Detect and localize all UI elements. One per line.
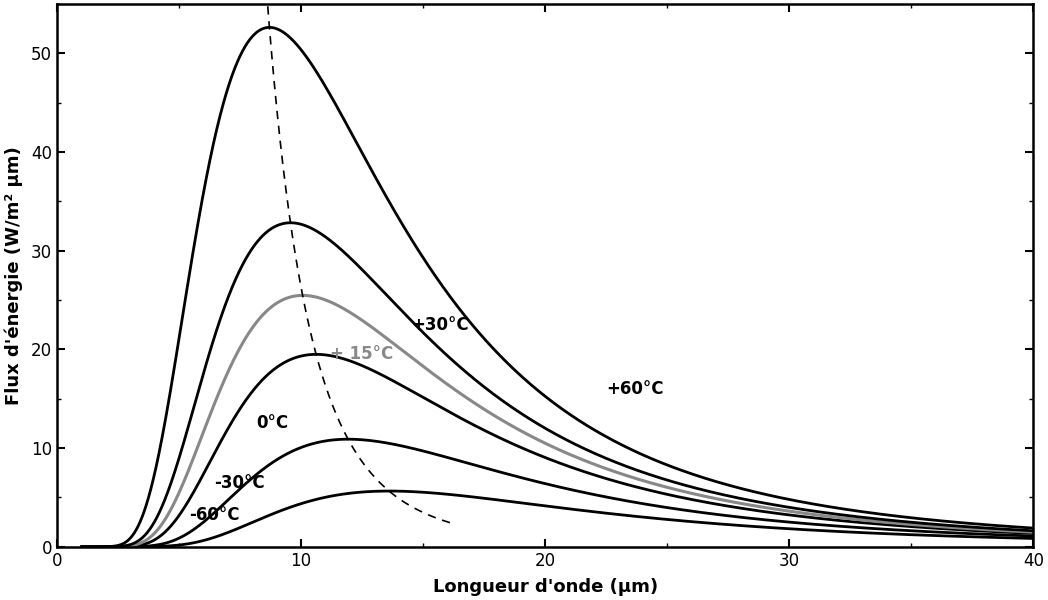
Y-axis label: Flux d'énergie (W/m² μm): Flux d'énergie (W/m² μm) [4, 146, 23, 405]
Text: +60°C: +60°C [606, 380, 663, 398]
Text: +30°C: +30°C [411, 316, 468, 334]
Text: + 15°C: + 15°C [330, 346, 394, 364]
Text: 0°C: 0°C [257, 415, 289, 433]
X-axis label: Longueur d'onde (μm): Longueur d'onde (μm) [433, 578, 658, 596]
Text: -60°C: -60°C [190, 506, 240, 524]
Text: -30°C: -30°C [214, 473, 264, 491]
